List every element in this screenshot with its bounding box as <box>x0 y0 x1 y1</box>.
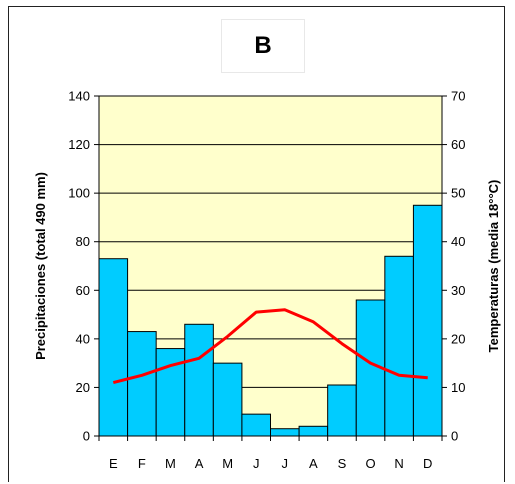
y-tick-label-right: 60 <box>451 137 465 152</box>
y-tick-label-left: 20 <box>76 380 90 395</box>
y-tick-label-right: 10 <box>451 380 465 395</box>
x-tick-label: M <box>165 456 176 471</box>
precipitation-bar <box>412 204 443 437</box>
y-tick-label-right: 30 <box>451 283 465 298</box>
x-tick-label: D <box>423 456 432 471</box>
y-axis-label-right: Temperaturas (media 18°°C) <box>486 180 501 353</box>
y-tick-label-right: 50 <box>451 186 465 201</box>
tick-labels: 0 20 40 60 80 100 120 140 0 10 20 30 40 50 60 70 E F M A M J J… <box>68 89 465 472</box>
x-tick-label: A <box>309 456 318 471</box>
x-tick-label: O <box>365 456 375 471</box>
x-tick-label: N <box>394 456 403 471</box>
y-tick-label-right: 70 <box>451 89 465 104</box>
x-tick-label: J <box>282 456 289 471</box>
x-tick-label: J <box>253 456 260 471</box>
y-tick-label-right: 20 <box>451 331 465 346</box>
precipitation-bar <box>270 428 300 437</box>
y-tick-label-left: 120 <box>68 137 90 152</box>
x-tick-label: E <box>109 456 118 471</box>
precipitation-bar <box>127 331 157 437</box>
precipitation-bar <box>212 362 243 437</box>
precipitation-bar <box>327 384 357 437</box>
y-axis-label-left: Precipitaciones (total 490 mm) <box>33 172 48 360</box>
y-tick-label-left: 60 <box>76 283 90 298</box>
precipitation-bar <box>98 258 129 437</box>
y-tick-label-left: 40 <box>76 331 90 346</box>
y-tick-label-left: 80 <box>76 234 90 249</box>
x-tick-label: A <box>195 456 204 471</box>
precipitation-bar <box>384 255 414 437</box>
precipitation-bar <box>184 323 214 437</box>
y-tick-label-right: 0 <box>451 429 458 444</box>
axes <box>94 95 447 441</box>
title-box: B <box>222 20 304 72</box>
precipitation-bar <box>298 425 329 437</box>
y-tick-label-left: 100 <box>68 186 90 201</box>
x-tick-label: S <box>338 456 347 471</box>
y-tick-label-right: 40 <box>451 234 465 249</box>
chart-title: B <box>254 32 272 59</box>
x-tick-label: M <box>222 456 233 471</box>
y-tick-label-left: 0 <box>83 429 90 444</box>
precipitation-bar <box>241 413 272 437</box>
y-tick-label-left: 140 <box>68 89 90 104</box>
temperature-line <box>112 308 428 385</box>
x-tick-label: F <box>138 456 146 471</box>
